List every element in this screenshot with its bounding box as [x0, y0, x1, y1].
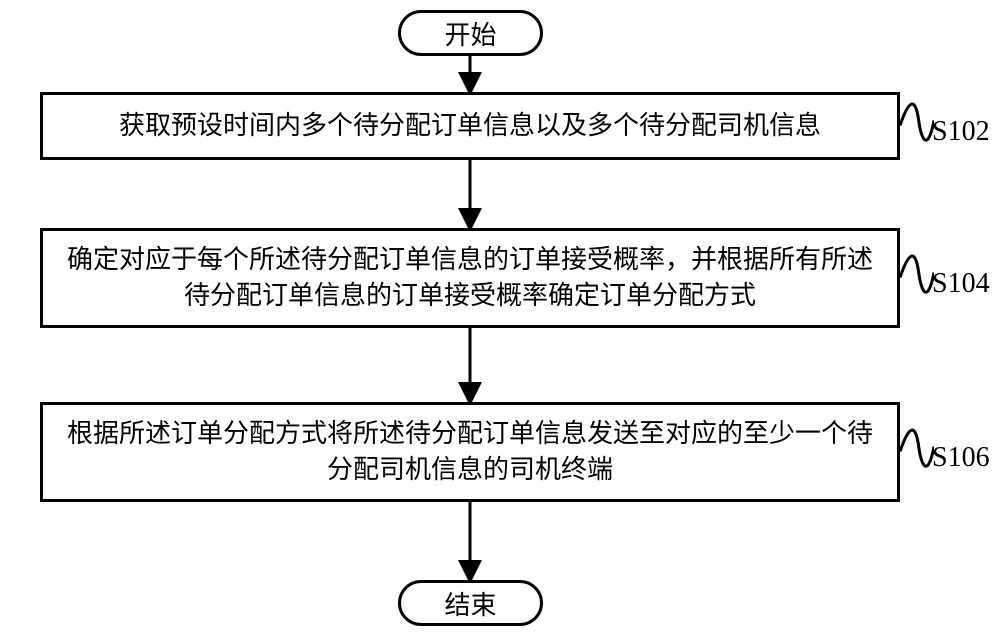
- squiggle-s106: [900, 424, 934, 474]
- process-s106: 根据所述订单分配方式将所述待分配订单信息发送至对应的至少一个待分配司机信息的司机…: [40, 402, 900, 502]
- end-node: 结束: [398, 580, 543, 626]
- step-label-s102: S102: [932, 116, 990, 148]
- step-label-s106: S106: [932, 442, 990, 474]
- start-node: 开始: [398, 10, 543, 56]
- squiggle-s102: [900, 98, 934, 148]
- start-label: 开始: [444, 15, 496, 52]
- process-s104: 确定对应于每个所述待分配订单信息的订单接受概率，并根据所有所述待分配订单信息的订…: [40, 228, 900, 328]
- process-s106-text: 根据所述订单分配方式将所述待分配订单信息发送至对应的至少一个待分配司机信息的司机…: [63, 416, 877, 489]
- flowchart-canvas: 开始 获取预设时间内多个待分配订单信息以及多个待分配司机信息 确定对应于每个所述…: [0, 0, 1000, 639]
- process-s102: 获取预设时间内多个待分配订单信息以及多个待分配司机信息: [40, 92, 900, 160]
- process-s102-text: 获取预设时间内多个待分配订单信息以及多个待分配司机信息: [119, 108, 821, 144]
- squiggle-s104: [900, 250, 934, 300]
- end-label: 结束: [444, 585, 496, 622]
- process-s104-text: 确定对应于每个所述待分配订单信息的订单接受概率，并根据所有所述待分配订单信息的订…: [63, 242, 877, 315]
- step-label-s104: S104: [932, 268, 990, 300]
